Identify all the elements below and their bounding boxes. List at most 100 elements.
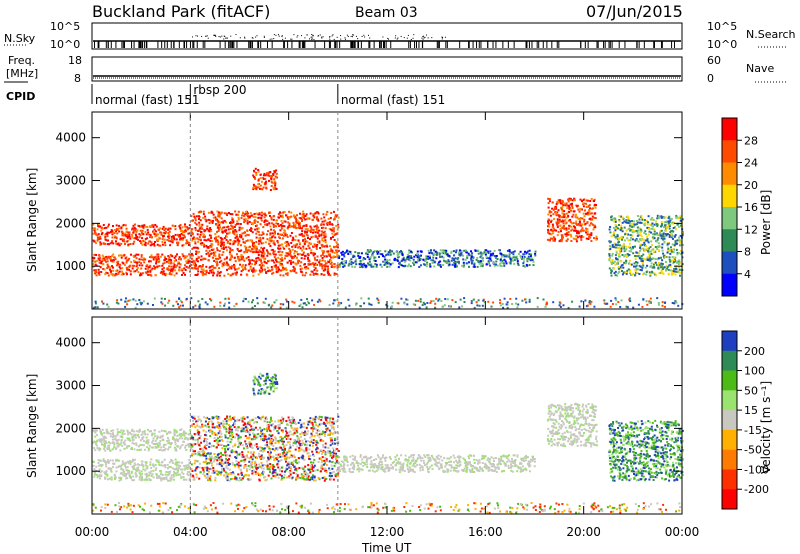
data-pixel	[102, 263, 105, 266]
data-pixel	[668, 227, 671, 230]
data-pixel	[527, 257, 530, 260]
data-pixel	[575, 216, 577, 219]
data-pixel	[140, 240, 143, 243]
nsearch-point	[290, 38, 292, 40]
data-pixel	[472, 265, 475, 268]
data-pixel	[620, 235, 623, 238]
data-pixel	[436, 252, 439, 255]
data-pixel	[490, 253, 492, 256]
data-pixel	[121, 225, 124, 228]
data-pixel	[288, 210, 291, 213]
data-pixel	[307, 263, 310, 265]
data-pixel	[551, 201, 554, 204]
data-pixel	[316, 211, 319, 214]
data-pixel	[257, 183, 260, 186]
data-pixel	[98, 270, 101, 273]
data-pixel	[492, 301, 495, 304]
data-pixel	[305, 240, 308, 243]
data-pixel	[325, 250, 328, 253]
data-pixel	[305, 303, 308, 306]
data-pixel	[661, 249, 664, 252]
data-pixel	[328, 261, 330, 263]
data-pixel	[133, 462, 136, 465]
data-pixel	[618, 240, 620, 243]
data-pixel	[115, 447, 118, 450]
data-pixel	[125, 235, 128, 238]
data-pixel	[588, 301, 591, 304]
data-pixel	[252, 215, 255, 218]
data-pixel	[146, 467, 149, 470]
data-pixel	[561, 238, 564, 241]
data-pixel	[158, 461, 160, 464]
data-pixel	[232, 230, 235, 233]
data-pixel	[273, 261, 276, 264]
data-pixel	[445, 251, 447, 254]
data-pixel	[589, 200, 592, 202]
data-pixel	[579, 198, 582, 201]
data-pixel	[228, 258, 231, 261]
data-pixel	[262, 178, 265, 180]
data-pixel	[286, 272, 289, 275]
nsearch-point	[364, 36, 366, 38]
data-pixel	[386, 258, 388, 261]
data-pixel	[307, 237, 309, 239]
data-pixel	[626, 237, 629, 240]
data-pixel	[176, 469, 179, 472]
data-pixel	[123, 238, 125, 241]
data-pixel	[92, 306, 95, 309]
data-pixel	[199, 242, 202, 245]
data-pixel	[661, 259, 664, 262]
data-pixel	[162, 446, 165, 449]
data-pixel	[450, 259, 453, 262]
data-pixel	[215, 223, 218, 226]
data-pixel	[622, 242, 625, 245]
data-pixel	[298, 242, 301, 244]
data-pixel	[156, 437, 158, 440]
data-pixel	[635, 220, 638, 222]
data-pixel	[105, 463, 107, 466]
data-pixel	[150, 254, 153, 257]
data-pixel	[160, 473, 163, 476]
data-pixel	[362, 257, 365, 259]
data-pixel	[197, 211, 200, 214]
nsearch-point	[441, 36, 443, 38]
data-pixel	[205, 269, 208, 272]
data-pixel	[302, 247, 305, 250]
data-pixel	[281, 257, 283, 259]
data-pixel	[305, 265, 308, 268]
data-pixel	[227, 240, 229, 243]
data-pixel	[247, 256, 250, 258]
data-pixel	[477, 252, 480, 255]
data-pixel	[263, 252, 266, 255]
data-pixel	[652, 257, 655, 260]
data-pixel	[256, 297, 259, 300]
nsearch-point	[331, 35, 333, 37]
data-pixel	[579, 222, 582, 225]
data-pixel	[665, 234, 668, 237]
data-pixel	[215, 240, 218, 243]
data-pixel	[260, 260, 263, 263]
data-pixel	[167, 232, 170, 234]
data-pixel	[556, 221, 559, 224]
data-pixel	[236, 256, 239, 259]
data-pixel	[387, 262, 390, 265]
data-pixel	[634, 245, 636, 248]
data-pixel	[159, 271, 162, 274]
data-pixel	[480, 252, 483, 255]
data-pixel	[142, 225, 145, 228]
data-pixel	[286, 240, 289, 243]
data-pixel	[131, 228, 133, 231]
data-pixel	[630, 222, 633, 225]
data-pixel	[639, 228, 642, 231]
data-pixel	[121, 267, 124, 270]
data-pixel	[552, 301, 555, 304]
nsearch-point	[319, 34, 321, 36]
data-pixel	[406, 256, 409, 259]
data-pixel	[95, 264, 98, 267]
data-pixel	[595, 235, 598, 238]
data-pixel	[270, 177, 273, 180]
data-pixel	[97, 233, 100, 236]
data-pixel	[305, 233, 308, 236]
data-pixel	[637, 303, 640, 306]
data-pixel	[609, 226, 612, 228]
